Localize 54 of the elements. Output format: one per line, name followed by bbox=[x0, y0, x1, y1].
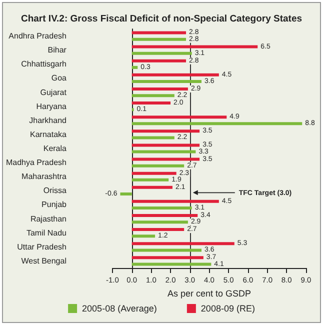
bar bbox=[132, 164, 184, 168]
legend-label: 2005-08 (Average) bbox=[82, 304, 157, 314]
y-tick-label: Gujarat bbox=[40, 88, 68, 97]
bar bbox=[132, 122, 302, 126]
bar bbox=[132, 214, 198, 217]
y-tick-label: Punjab bbox=[42, 200, 68, 210]
bar bbox=[132, 73, 219, 76]
y-tick-label: Orissa bbox=[43, 186, 68, 196]
bar bbox=[132, 45, 258, 48]
bar bbox=[132, 31, 186, 34]
bar bbox=[132, 87, 188, 90]
bar bbox=[132, 158, 200, 161]
y-tick-label: Andhra Pradesh bbox=[8, 32, 66, 41]
bar bbox=[132, 234, 156, 238]
y-tick-label: Kerala bbox=[43, 144, 68, 153]
y-tick-label: Haryana bbox=[36, 102, 68, 111]
bar bbox=[132, 116, 227, 119]
bar bbox=[132, 52, 192, 55]
y-tick-label: Rajasthan bbox=[30, 214, 66, 224]
bar bbox=[132, 66, 138, 69]
y-tick-label: Tamil Nadu bbox=[26, 228, 66, 238]
bar bbox=[132, 38, 186, 41]
bar bbox=[132, 228, 184, 232]
bar bbox=[132, 220, 188, 224]
bar bbox=[132, 130, 200, 133]
y-tick-label: Jharkhand bbox=[29, 116, 66, 125]
y-tick-label: Madhya Pradesh bbox=[6, 158, 66, 168]
y-tick-label: Chhattisgarh bbox=[21, 60, 66, 69]
chart-title: Chart IV.2: Gross Fiscal Deficit of non-Special Category States bbox=[20, 14, 302, 24]
bar bbox=[132, 200, 219, 203]
bar bbox=[132, 94, 174, 98]
bar bbox=[132, 102, 171, 105]
bar bbox=[132, 178, 169, 182]
x-axis-title: As per cent to GSDP bbox=[167, 288, 252, 298]
bar bbox=[132, 186, 172, 189]
bar bbox=[132, 144, 200, 147]
y-tick-label: West Bengal bbox=[21, 256, 67, 266]
bar bbox=[132, 262, 212, 266]
y-tick-label: Maharashtra bbox=[22, 172, 68, 182]
bar bbox=[132, 242, 234, 246]
bar bbox=[132, 59, 186, 62]
y-tick-label: Karnataka bbox=[30, 130, 68, 139]
bar bbox=[132, 206, 192, 210]
bar bbox=[132, 136, 174, 140]
bar bbox=[132, 248, 202, 252]
bar bbox=[132, 172, 176, 175]
legend-label: 2008-09 (RE) bbox=[200, 304, 255, 314]
bar bbox=[132, 256, 204, 260]
bar bbox=[132, 150, 196, 154]
y-tick-label: Uttar Pradesh bbox=[17, 242, 66, 252]
bar bbox=[120, 192, 132, 196]
bar bbox=[132, 80, 202, 84]
y-tick-label: Bihar bbox=[48, 46, 67, 55]
y-tick-label: Goa bbox=[51, 74, 68, 83]
